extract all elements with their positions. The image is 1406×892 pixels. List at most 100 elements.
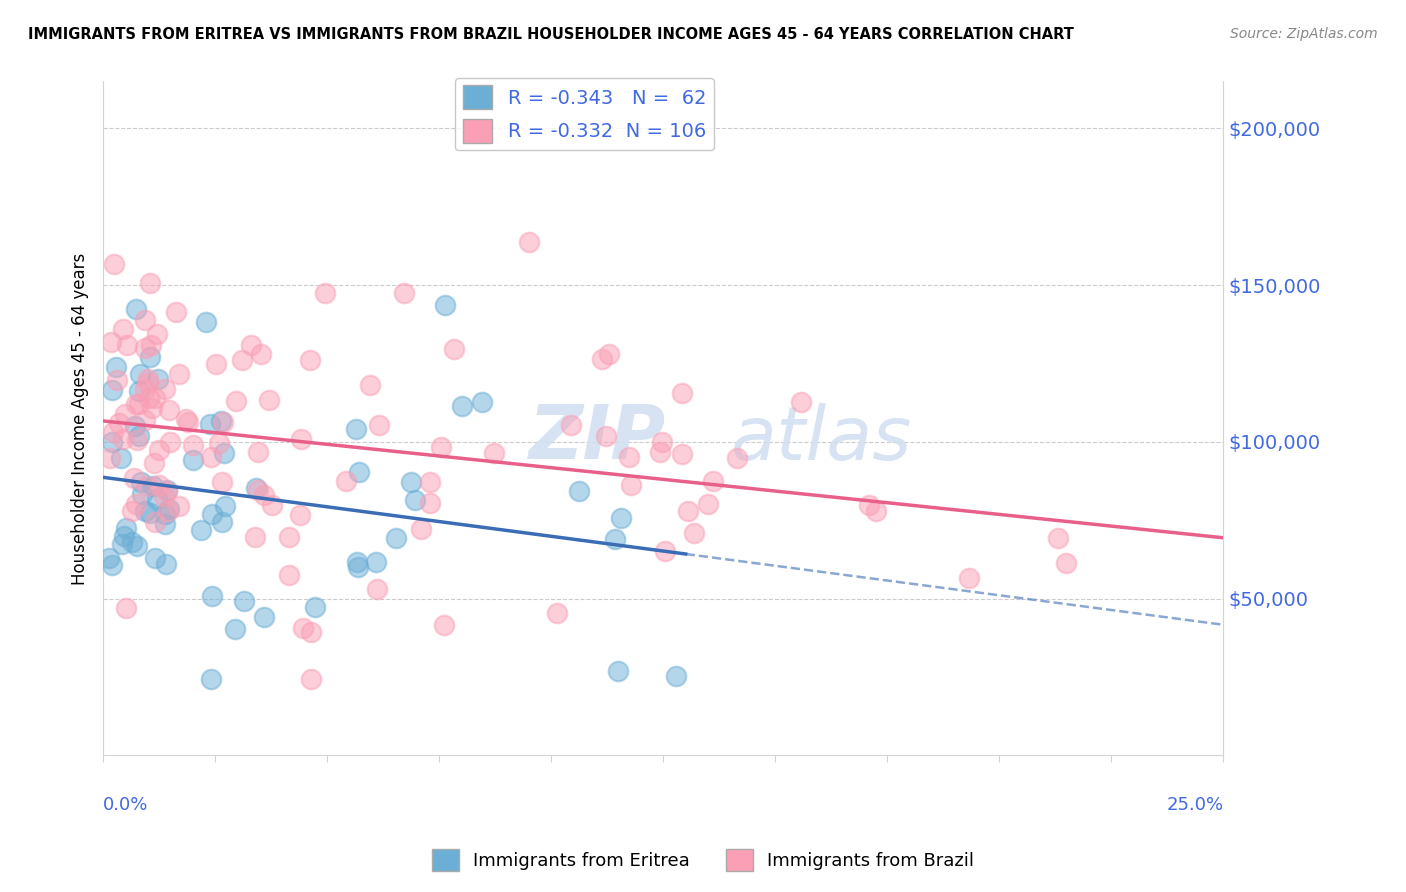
- Point: [247, 483, 270, 497]
- Point: [200, 450, 222, 465]
- Point: [128, 428, 150, 442]
- Point: [100, 558, 122, 572]
- Point: [429, 440, 451, 454]
- Point: [359, 378, 381, 392]
- Legend: Immigrants from Eritrea, Immigrants from Brazil: Immigrants from Eritrea, Immigrants from…: [425, 842, 981, 879]
- Point: [957, 571, 980, 585]
- Point: [546, 606, 568, 620]
- Point: [347, 559, 370, 574]
- Point: [224, 622, 246, 636]
- Point: [201, 589, 224, 603]
- Point: [104, 359, 127, 374]
- Point: [790, 394, 813, 409]
- Point: [233, 594, 256, 608]
- Point: [858, 498, 880, 512]
- Point: [156, 484, 179, 499]
- Point: [146, 326, 169, 341]
- Point: [125, 301, 148, 316]
- Point: [103, 425, 125, 439]
- Point: [143, 391, 166, 405]
- Text: atlas: atlas: [731, 402, 912, 475]
- Point: [155, 557, 177, 571]
- Point: [136, 376, 159, 390]
- Point: [122, 471, 145, 485]
- Point: [156, 504, 179, 518]
- Point: [121, 535, 143, 549]
- Point: [725, 450, 748, 465]
- Point: [128, 384, 150, 398]
- Point: [257, 392, 280, 407]
- Point: [650, 445, 672, 459]
- Point: [392, 286, 415, 301]
- Point: [253, 487, 276, 501]
- Point: [134, 341, 156, 355]
- Text: Source: ZipAtlas.com: Source: ZipAtlas.com: [1230, 27, 1378, 41]
- Point: [245, 481, 267, 495]
- Point: [131, 475, 153, 489]
- Point: [139, 337, 162, 351]
- Point: [299, 352, 322, 367]
- Point: [159, 434, 181, 449]
- Point: [385, 531, 408, 545]
- Point: [209, 414, 232, 428]
- Point: [211, 475, 233, 489]
- Point: [155, 382, 177, 396]
- Point: [245, 530, 267, 544]
- Point: [105, 373, 128, 387]
- Point: [404, 493, 426, 508]
- Y-axis label: Householder Income Ages 45 - 64 years: Householder Income Ages 45 - 64 years: [72, 252, 89, 584]
- Point: [603, 532, 626, 546]
- Point: [299, 672, 322, 686]
- Point: [419, 475, 441, 490]
- Point: [346, 555, 368, 569]
- Point: [143, 550, 166, 565]
- Point: [609, 511, 631, 525]
- Point: [98, 550, 121, 565]
- Point: [200, 672, 222, 686]
- Point: [148, 443, 170, 458]
- Point: [517, 235, 540, 250]
- Point: [124, 497, 146, 511]
- Point: [211, 515, 233, 529]
- Point: [208, 436, 231, 450]
- Point: [181, 438, 204, 452]
- Point: [115, 337, 138, 351]
- Legend: R = -0.343   N =  62, R = -0.332  N = 106: R = -0.343 N = 62, R = -0.332 N = 106: [456, 78, 714, 151]
- Point: [108, 417, 131, 431]
- Point: [696, 497, 718, 511]
- Point: [114, 529, 136, 543]
- Point: [131, 487, 153, 501]
- Point: [134, 382, 156, 396]
- Point: [101, 434, 124, 449]
- Point: [288, 508, 311, 523]
- Point: [146, 372, 169, 386]
- Point: [665, 669, 688, 683]
- Point: [139, 277, 162, 291]
- Point: [139, 506, 162, 520]
- Point: [671, 386, 693, 401]
- Point: [606, 664, 628, 678]
- Point: [114, 407, 136, 421]
- Point: [250, 347, 273, 361]
- Point: [368, 418, 391, 433]
- Point: [134, 413, 156, 427]
- Point: [231, 353, 253, 368]
- Point: [201, 508, 224, 522]
- Point: [260, 498, 283, 512]
- Point: [145, 492, 167, 507]
- Point: [671, 447, 693, 461]
- Point: [451, 399, 474, 413]
- Point: [134, 504, 156, 518]
- Point: [212, 445, 235, 459]
- Point: [156, 483, 179, 497]
- Point: [111, 537, 134, 551]
- Point: [366, 555, 388, 569]
- Point: [617, 450, 640, 464]
- Point: [347, 465, 370, 479]
- Point: [568, 483, 591, 498]
- Point: [253, 609, 276, 624]
- Point: [100, 334, 122, 349]
- Point: [174, 412, 197, 426]
- Point: [167, 368, 190, 382]
- Point: [482, 446, 505, 460]
